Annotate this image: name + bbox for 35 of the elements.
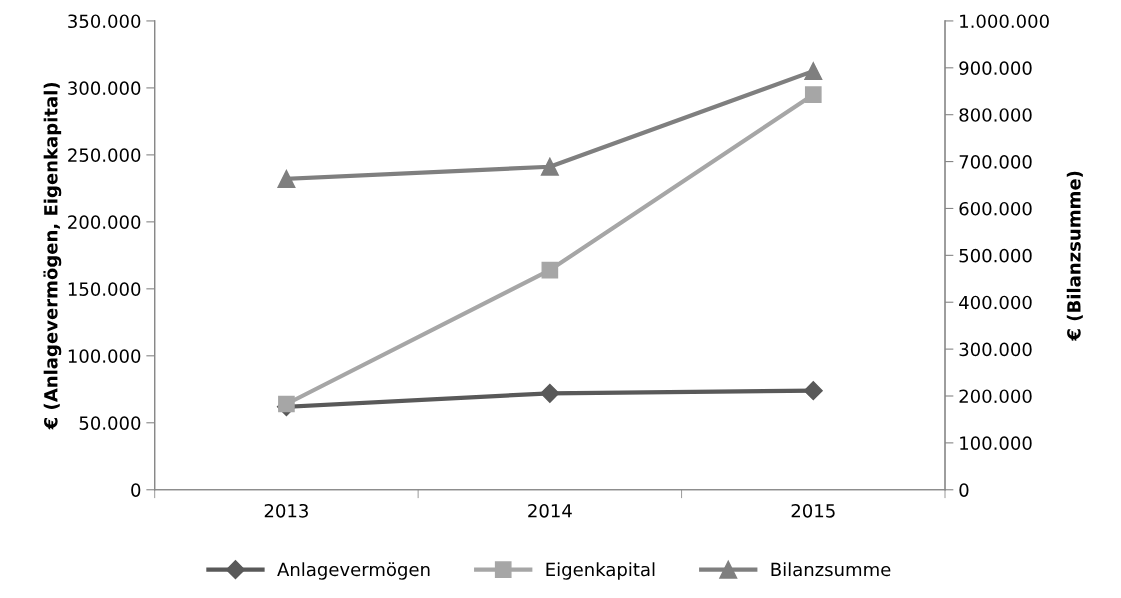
y-tick-label: 150.000 [68,282,141,296]
point [804,62,823,81]
y2-axis-title: € (Bilanzsumme) [1066,171,1083,341]
y-tick-label: 300.000 [68,81,141,96]
y-tick-label: 100.000 [68,349,141,363]
x-tick-label: 2014 [528,503,572,518]
point [804,86,822,103]
y2-tick-label: 800.000 [959,108,1032,122]
y2-tick-label: 200.000 [959,389,1032,404]
legend-label: Bilanzsumme [771,562,891,577]
y-axis-title: € (Anlagevermögen, Eigenkapital) [43,82,62,430]
y2-tick-label: 0 [959,483,969,497]
y-tick-label: 0 [131,483,141,497]
y2-tick-label: 100.000 [960,436,1032,450]
y2-tick-label: 500.000 [959,248,1032,263]
y2-tick-label: 600.000 [959,201,1032,216]
y2-tick-label: 900.000 [959,61,1032,75]
x-tick-label: 2015 [791,503,835,518]
point [540,157,559,176]
x-tick-label: 2013 [264,503,308,518]
point [541,261,559,279]
y-tick-label: 250.000 [68,148,141,162]
y-tick-label: 200.000 [68,215,141,229]
point [803,381,823,401]
y-tick-label: 50.000 [79,416,141,430]
y2-tick-label: 1.000.000 [960,14,1049,29]
point [278,395,295,413]
legend-label: Eigenkapital [546,562,655,580]
legend-label: Anlagevermögen [277,562,430,580]
point [277,169,296,188]
y2-tick-label: 700.000 [959,155,1032,169]
point [540,383,560,403]
y2-tick-label: 300.000 [959,342,1032,357]
y-tick-label: 350.000 [68,14,141,29]
y2-tick-label: 400.000 [959,295,1032,310]
